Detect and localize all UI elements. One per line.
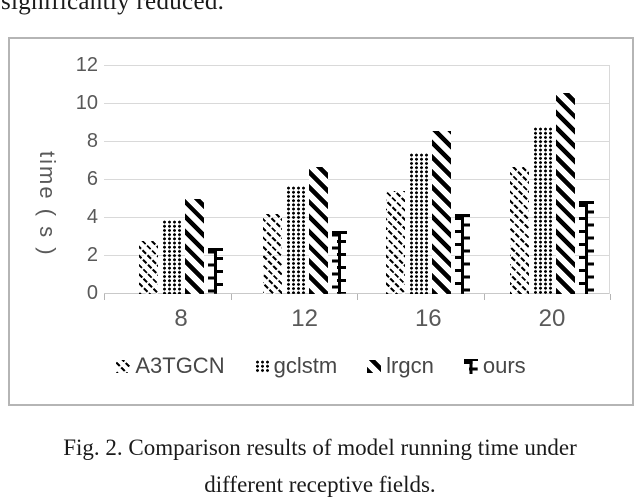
- figure-chart: time ( s ) 0 2 4 6 8 10 12 8 12 16 20 A3TGCN gclst…: [8, 37, 634, 406]
- plot-area: [104, 65, 610, 294]
- axis-tick-mark: [610, 294, 611, 300]
- y-tick-label: 0: [86, 282, 98, 304]
- axis-tick-mark: [230, 294, 232, 300]
- x-tick-label: 16: [414, 305, 442, 332]
- legend-swatch-lrgcn-icon: [367, 359, 382, 373]
- chart-legend: A3TGCN gclstm lrgcn ours: [10, 353, 632, 379]
- legend-item-ours: ours: [463, 353, 526, 379]
- legend-label-ours: ours: [482, 353, 526, 378]
- x-axis-tick-labels: 8 12 16 20: [104, 305, 610, 333]
- bar-gclstm-16: [409, 153, 429, 294]
- bar-group-12: [262, 166, 347, 294]
- axis-tick-mark: [483, 294, 485, 300]
- legend-swatch-A3TGCN-icon: [116, 359, 131, 373]
- y-axis-tick-labels: 0 2 4 6 8 10 12: [10, 54, 98, 304]
- y-tick-label: 6: [86, 168, 98, 190]
- y-tick-label: 2: [86, 244, 98, 266]
- legend-item-lrgcn: lrgcn: [367, 353, 434, 379]
- bar-lrgcn-8: [185, 199, 204, 294]
- y-tick-label: 10: [75, 92, 98, 114]
- legend-item-A3TGCN: A3TGCN: [116, 353, 225, 379]
- x-tick-label: 8: [174, 305, 188, 332]
- bar-lrgcn-16: [432, 130, 452, 294]
- axis-tick-mark: [104, 294, 105, 300]
- x-tick-label: 20: [538, 305, 566, 332]
- legend-item-gclstm: gclstm: [254, 353, 338, 379]
- bar-groups: [104, 65, 610, 294]
- bar-group-20: [509, 92, 594, 294]
- bar-ours-16: [455, 214, 471, 294]
- bar-A3TGCN-20: [509, 166, 529, 294]
- bar-A3TGCN-16: [386, 191, 406, 294]
- y-axis-title: time ( s ): [35, 151, 60, 257]
- figure-caption-line2: different receptive fields.: [204, 472, 436, 497]
- legend-swatch-gclstm-icon: [254, 359, 269, 373]
- y-tick-label: 12: [75, 54, 98, 76]
- bar-gclstm-12: [285, 185, 305, 294]
- y-tick-label: 8: [86, 130, 98, 152]
- legend-label-lrgcn: lrgcn: [386, 353, 434, 378]
- page-body-text-fragment: significantly reduced.: [1, 0, 225, 15]
- bar-A3TGCN-8: [139, 240, 158, 294]
- x-tick-label: 12: [291, 305, 318, 332]
- legend-label-gclstm: gclstm: [273, 353, 338, 378]
- figure-caption-line1: Fig. 2. Comparison results of model runn…: [63, 435, 577, 460]
- bar-group-8: [139, 199, 223, 294]
- bar-ours-12: [331, 231, 347, 294]
- legend-label-A3TGCN: A3TGCN: [135, 353, 225, 378]
- bar-A3TGCN-12: [262, 214, 282, 294]
- axis-tick-mark: [357, 294, 358, 300]
- bar-gclstm-8: [162, 219, 181, 294]
- bar-lrgcn-12: [308, 166, 328, 294]
- bar-ours-20: [578, 200, 594, 294]
- bar-gclstm-20: [532, 126, 552, 294]
- bar-lrgcn-20: [555, 92, 575, 294]
- bar-ours-8: [208, 248, 223, 294]
- legend-swatch-ours-icon: [463, 358, 478, 374]
- y-tick-label: 4: [86, 206, 98, 228]
- bar-group-16: [386, 130, 471, 294]
